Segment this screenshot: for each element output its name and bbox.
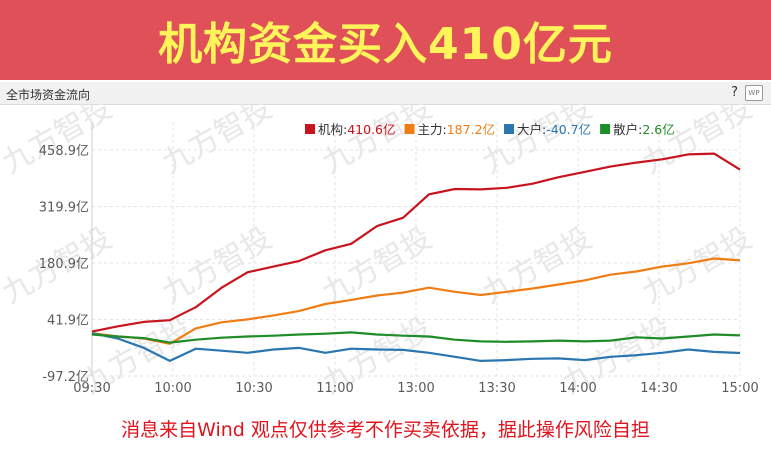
x-tick-label: 10:30 xyxy=(235,381,272,396)
footer-disclaimer: 消息来自Wind 观点仅供参考不作买卖依据，据此操作风险自担 xyxy=(121,418,650,441)
watermark-text: 九方智投 xyxy=(157,221,278,311)
banner-title: 机构资金买入410亿元 xyxy=(158,19,613,70)
legend: 机构:410.6亿 主力:187.2亿 大户:-40.7亿 散户:2.6亿 xyxy=(305,122,675,137)
y-tick-label: -97.2亿 xyxy=(42,370,89,385)
grid-layer xyxy=(91,122,741,377)
help-icon[interactable]: ? xyxy=(731,85,738,100)
y-tick-label: 319.9亿 xyxy=(39,200,89,215)
watermark-text: 九方智投 xyxy=(0,104,118,181)
series-line-主力 xyxy=(91,257,741,345)
legend-swatch xyxy=(504,124,515,134)
y-tick-label: 458.9亿 xyxy=(39,144,89,159)
x-tick-label: 13:00 xyxy=(397,381,434,396)
banner: 机构资金买入410亿元 xyxy=(0,0,771,80)
wp-icon[interactable]: WP xyxy=(745,85,763,101)
y-tick-label: 180.9亿 xyxy=(39,257,89,272)
chart-area: 九方智投 九方智投 九方智投 九方智投 九方智投 九方智投 九方智投 九方智投 九方智投 九方智投… xyxy=(0,91,771,402)
legend-swatch xyxy=(600,124,611,134)
watermark-text: 九方智投 xyxy=(157,104,278,181)
legend-label: 机构:410.6亿 xyxy=(318,122,396,137)
panel-title: 全市场资金流向 xyxy=(6,88,91,102)
watermark-text: 九方智投 xyxy=(477,221,598,311)
watermark-text: 九方智投 xyxy=(477,104,598,181)
legend-label: 主力:187.2亿 xyxy=(418,122,496,137)
x-tick-label: 15:00 xyxy=(721,381,758,396)
footer: 消息来自Wind 观点仅供参考不作买卖依据，据此操作风险自担 xyxy=(0,408,771,448)
y-tick-label: 41.9亿 xyxy=(47,313,89,328)
series-line-散户 xyxy=(91,331,741,344)
x-tick-label: 14:30 xyxy=(640,381,677,396)
x-tick-label: 09:30 xyxy=(73,381,110,396)
series-layer xyxy=(91,152,741,362)
legend-swatch xyxy=(404,124,415,134)
legend-label: 散户:2.6亿 xyxy=(613,122,675,137)
legend-label: 大户:-40.7亿 xyxy=(517,122,591,137)
x-tick-label: 11:00 xyxy=(316,381,353,396)
x-tick-label: 13:30 xyxy=(478,381,515,396)
panel-header: 全市场资金流向 ? WP xyxy=(0,82,771,105)
series-line-机构 xyxy=(91,152,741,333)
x-tick-label: 10:00 xyxy=(154,381,191,396)
series-line-大户 xyxy=(91,332,741,362)
legend-swatch xyxy=(305,124,315,134)
x-tick-label: 14:00 xyxy=(559,381,596,396)
